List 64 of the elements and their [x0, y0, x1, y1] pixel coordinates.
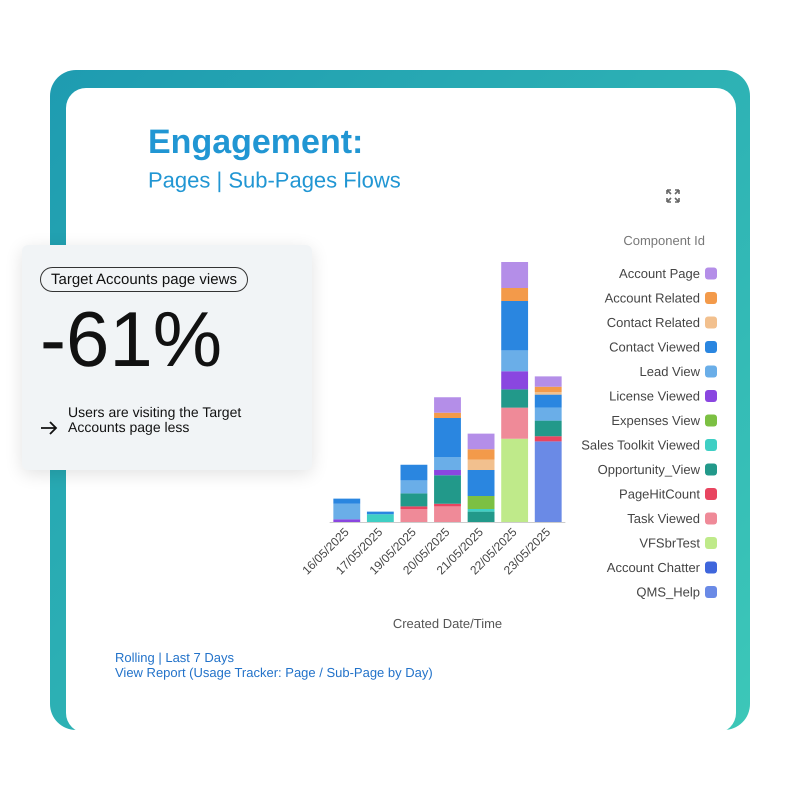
bar — [501, 408, 528, 439]
legend-label: Opportunity_View — [598, 462, 701, 477]
bar — [434, 418, 461, 457]
bar — [468, 509, 494, 512]
legend-label: Contact Viewed — [609, 340, 700, 354]
bar — [534, 408, 562, 421]
bar — [400, 493, 428, 506]
bar — [468, 434, 494, 450]
legend-label: License Viewed — [609, 388, 700, 404]
bar — [434, 506, 461, 522]
bar — [534, 386, 562, 392]
bar — [468, 512, 494, 522]
bar — [501, 371, 528, 390]
bar — [434, 397, 461, 413]
text: -61% — [40, 295, 222, 383]
x-axis-title: Created Date/Time — [392, 616, 502, 631]
bar — [468, 496, 494, 509]
legend-label: Account Related — [604, 290, 700, 306]
bar — [534, 394, 562, 408]
bar — [366, 512, 394, 514]
bar — [400, 480, 428, 494]
text: Rolling | Last 7 Days — [115, 650, 234, 665]
bar — [400, 509, 428, 522]
bar — [333, 498, 360, 504]
legend-label: Task Viewed — [627, 511, 700, 526]
bar — [501, 301, 528, 350]
bar — [534, 441, 562, 522]
bar — [434, 504, 461, 506]
bar — [400, 464, 428, 480]
legend-label: Account Chatter — [606, 560, 701, 575]
bar — [534, 436, 562, 442]
bar — [400, 506, 428, 509]
legend-title: Component Id — [623, 233, 705, 248]
text: Target Accounts page views — [40, 267, 248, 292]
bar — [501, 389, 528, 408]
bar — [333, 504, 360, 520]
bar — [434, 412, 461, 418]
legend-label: Account Page — [619, 266, 700, 281]
bar — [434, 457, 461, 470]
bar — [468, 470, 494, 496]
chart-title: Engagement: — [148, 123, 364, 161]
legend-label: Expenses View — [611, 413, 701, 428]
bar — [434, 475, 461, 504]
bar — [501, 288, 528, 301]
legend-label: QMS_Help — [636, 584, 700, 600]
bar — [534, 392, 562, 395]
legend-label: Lead View — [640, 364, 701, 379]
legend-label: PageHitCount — [619, 486, 700, 502]
legend-label: Contact Related — [606, 315, 700, 330]
bar — [501, 438, 528, 522]
bar — [468, 449, 494, 460]
bar — [534, 420, 562, 436]
bar — [501, 350, 528, 372]
legend-label: Sales Toolkit Viewed — [581, 438, 700, 452]
bar — [501, 262, 528, 288]
bar — [468, 460, 494, 470]
text: View Report (Usage Tracker: Page / Sub-Page by Day) — [115, 665, 433, 680]
bar — [534, 376, 562, 387]
legend-label: VFSbrTest — [639, 536, 700, 550]
bar — [434, 470, 461, 476]
text: Users are visiting the Target Accounts page less — [68, 404, 242, 435]
bar — [333, 519, 360, 522]
chart-subtitle: Pages | Sub-Pages Flows — [148, 168, 401, 192]
bar — [366, 514, 394, 522]
